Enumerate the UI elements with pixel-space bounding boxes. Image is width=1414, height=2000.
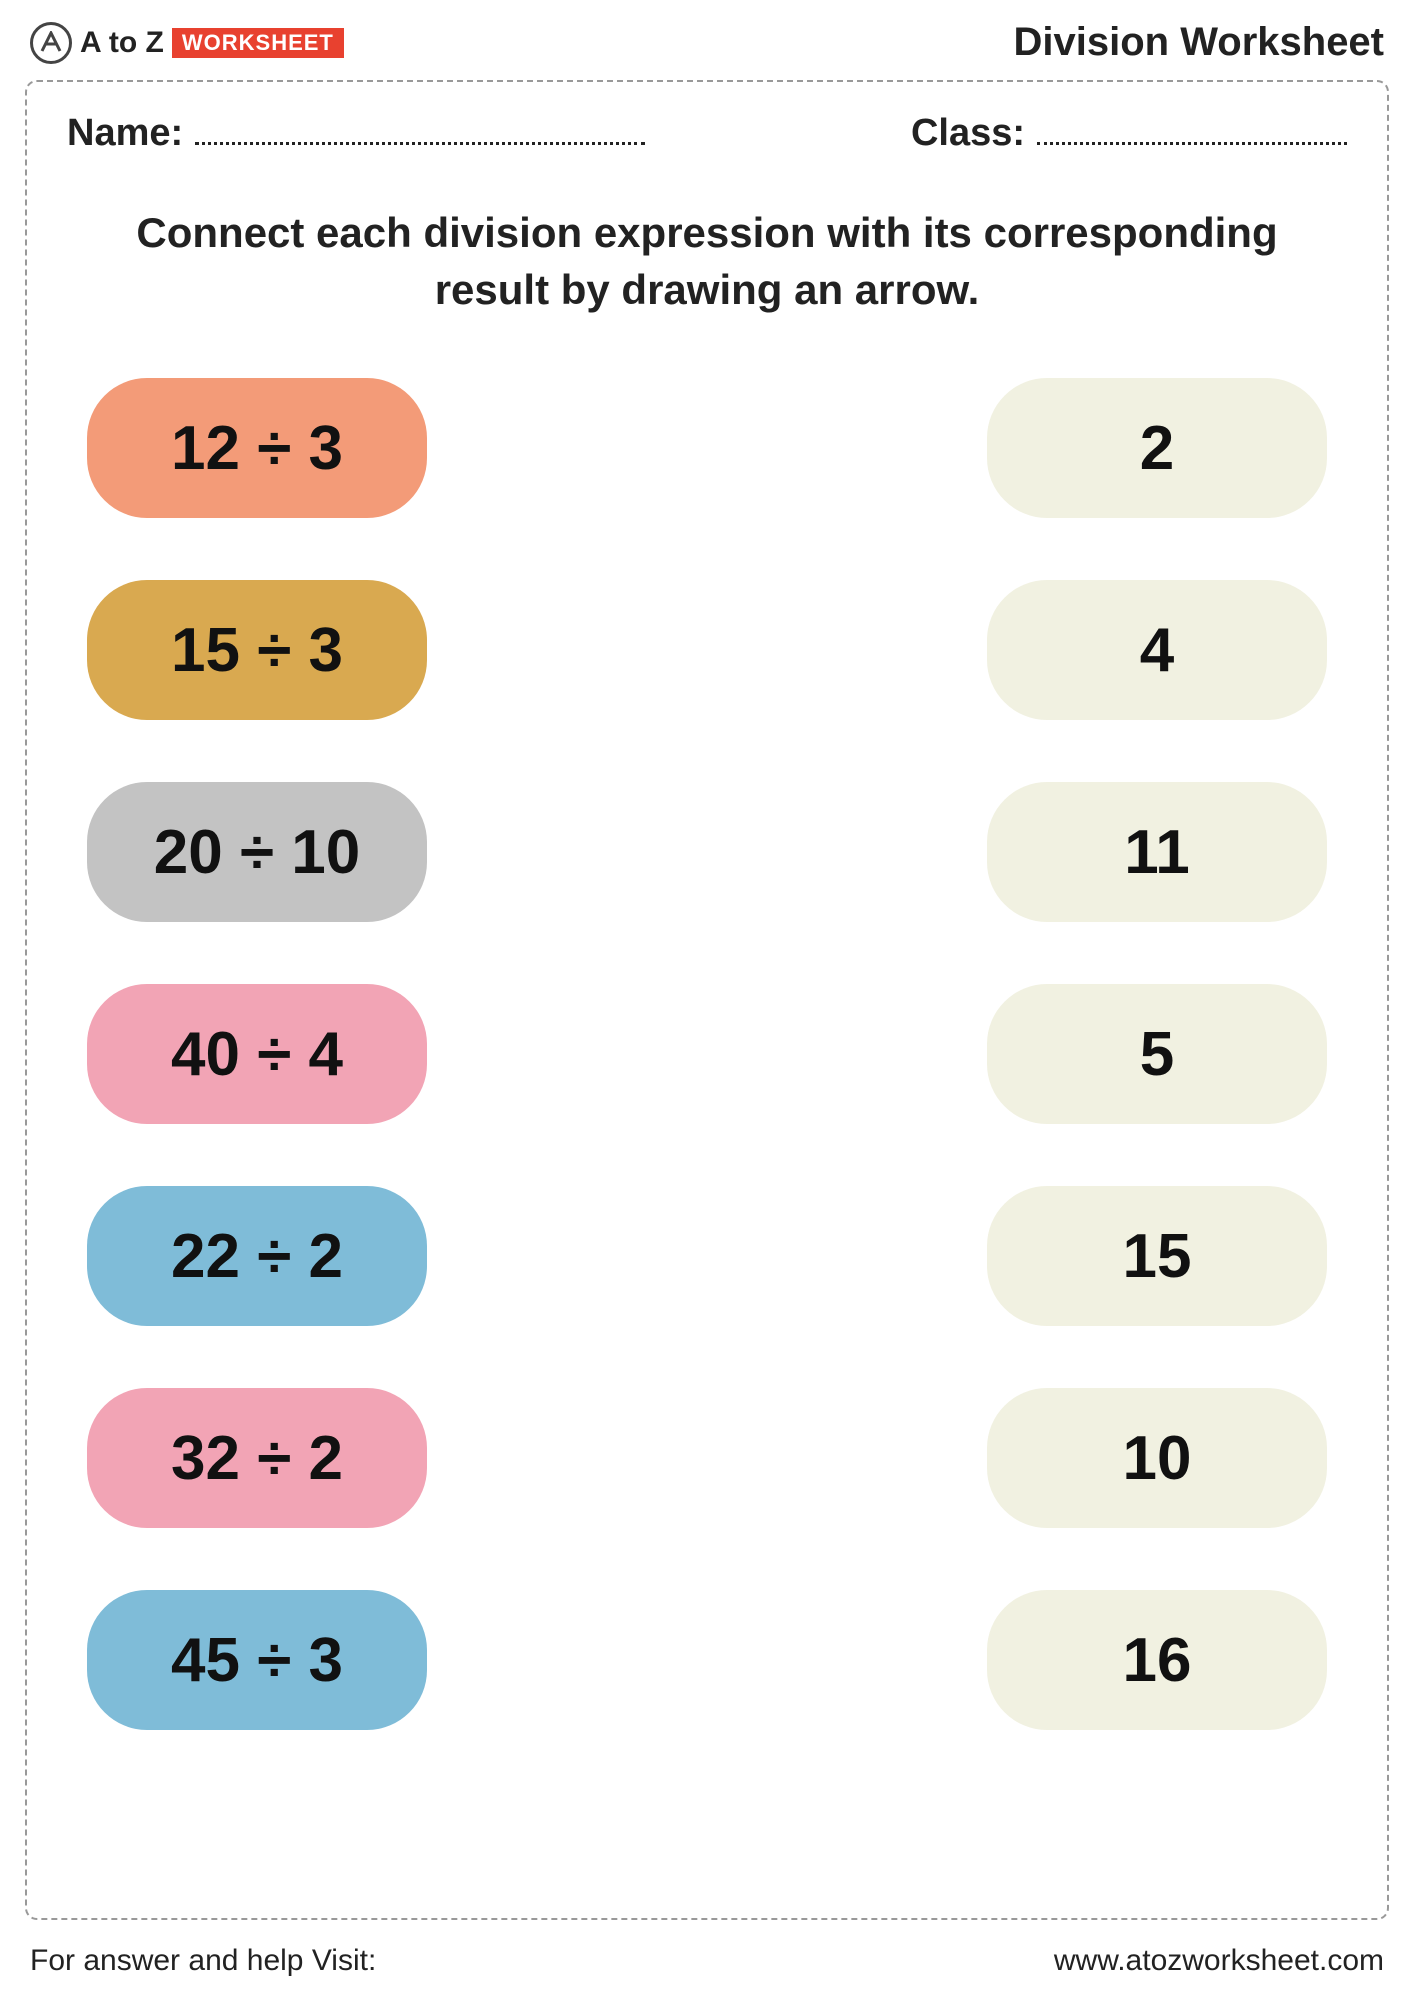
expression-pill: 32 ÷ 2 — [87, 1388, 427, 1528]
footer: For answer and help Visit: www.atozworks… — [30, 1944, 1384, 1978]
class-input-line[interactable] — [1037, 115, 1347, 145]
page-title: Division Worksheet — [1014, 20, 1384, 65]
worksheet-frame: Name: Class: Connect each division expre… — [25, 80, 1389, 1920]
expressions-column: 12 ÷ 3 15 ÷ 3 20 ÷ 10 40 ÷ 4 22 ÷ 2 32 ÷ 2 45 … — [87, 378, 427, 1730]
logo: A to Z WORKSHEET — [30, 22, 344, 64]
name-input-line[interactable] — [195, 115, 645, 145]
footer-left: For answer and help Visit: — [30, 1944, 376, 1978]
logo-icon — [30, 22, 72, 64]
result-pill: 11 — [987, 782, 1327, 922]
result-pill: 4 — [987, 580, 1327, 720]
result-pill: 2 — [987, 378, 1327, 518]
result-pill: 5 — [987, 984, 1327, 1124]
match-area: 12 ÷ 3 15 ÷ 3 20 ÷ 10 40 ÷ 4 22 ÷ 2 32 ÷ 2 45 … — [67, 378, 1347, 1730]
instruction-text: Connect each division expression with it… — [97, 205, 1317, 318]
class-label: Class: — [911, 112, 1025, 155]
result-pill: 16 — [987, 1590, 1327, 1730]
expression-pill: 22 ÷ 2 — [87, 1186, 427, 1326]
results-column: 2 4 11 5 15 10 16 — [987, 378, 1327, 1730]
expression-pill: 12 ÷ 3 — [87, 378, 427, 518]
expression-pill: 20 ÷ 10 — [87, 782, 427, 922]
top-header: A to Z WORKSHEET Division Worksheet — [25, 20, 1389, 65]
name-label: Name: — [67, 112, 183, 155]
result-pill: 15 — [987, 1186, 1327, 1326]
name-field: Name: — [67, 112, 645, 155]
logo-badge: WORKSHEET — [172, 28, 344, 58]
logo-text: A to Z — [80, 26, 164, 60]
expression-pill: 40 ÷ 4 — [87, 984, 427, 1124]
class-field: Class: — [911, 112, 1347, 155]
footer-right: www.atozworksheet.com — [1054, 1944, 1384, 1978]
expression-pill: 45 ÷ 3 — [87, 1590, 427, 1730]
expression-pill: 15 ÷ 3 — [87, 580, 427, 720]
result-pill: 10 — [987, 1388, 1327, 1528]
name-class-row: Name: Class: — [67, 112, 1347, 155]
